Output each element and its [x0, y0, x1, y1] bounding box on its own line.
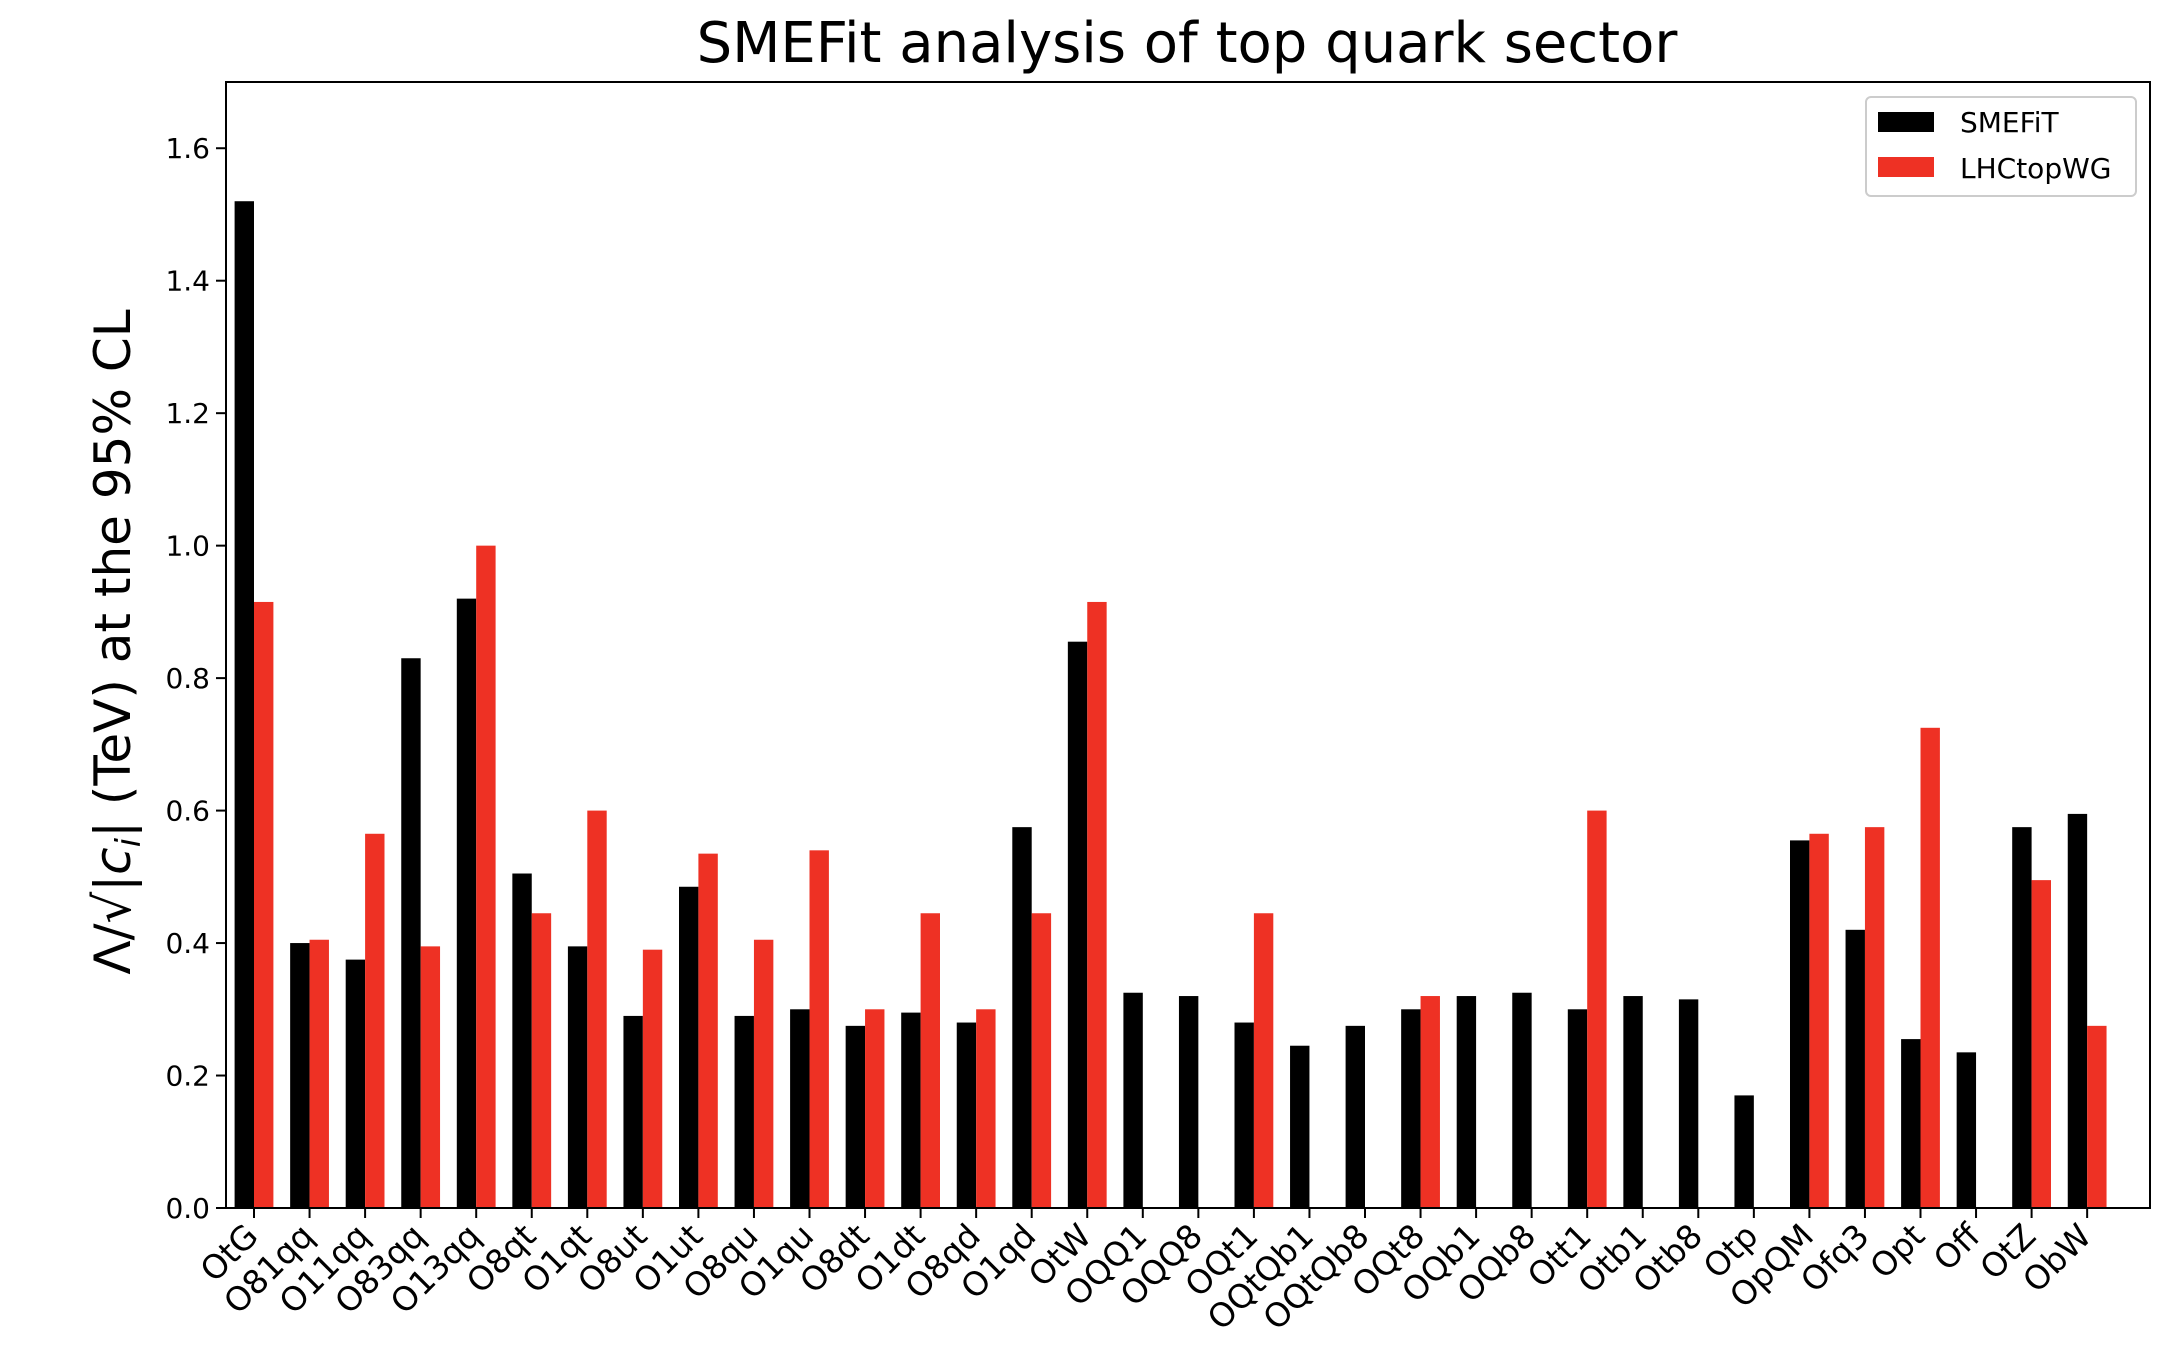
bar-lhctopwg-o8qu — [754, 940, 773, 1208]
bar-smefit-ott1 — [1568, 1009, 1587, 1208]
bar-smefit-o1qt — [568, 946, 587, 1208]
bar-smefit-oqtqb8 — [1346, 1026, 1365, 1208]
bar-smefit-o8dt — [846, 1026, 865, 1208]
bar-lhctopwg-o81qq — [310, 940, 329, 1208]
bar-lhctopwg-obw — [2087, 1026, 2106, 1208]
bar-lhctopwg-o1dt — [921, 913, 940, 1208]
bar-lhctopwg-otw — [1087, 602, 1106, 1208]
bar-lhctopwg-o1qt — [587, 811, 606, 1208]
legend-swatch-lhctopwg — [1878, 157, 1934, 177]
ylabel-suffix: (TeV) at the 95% CL — [84, 309, 142, 821]
bar-lhctopwg-ott1 — [1587, 811, 1606, 1208]
bar-smefit-obw — [2068, 814, 2087, 1208]
bar-smefit-oqtqb1 — [1290, 1046, 1309, 1208]
bar-smefit-otz — [2012, 827, 2031, 1208]
ylabel-prefix: Λ/√ — [84, 892, 142, 975]
bar-lhctopwg-o8dt — [865, 1009, 884, 1208]
y-axis-label: Λ/√|ci| (TeV) at the 95% CL — [84, 309, 149, 974]
bar-lhctopwg-ofq3 — [1865, 827, 1884, 1208]
bar-smefit-oqb8 — [1512, 993, 1531, 1208]
bar-lhctopwg-o1qd — [1032, 913, 1051, 1208]
bar-lhctopwg-oqt8 — [1421, 996, 1440, 1208]
legend-label-smefit: SMEFiT — [1960, 106, 2059, 139]
bar-lhctopwg-o1qu — [810, 850, 829, 1208]
y-tick-label: 0.0 — [165, 1192, 210, 1225]
bar-smefit-o8qd — [957, 1023, 976, 1208]
y-tick-label: 1.0 — [165, 530, 210, 563]
bar-smefit-ofq3 — [1846, 930, 1865, 1208]
bar-smefit-oqq8 — [1179, 996, 1198, 1208]
bar-smefit-otb1 — [1623, 996, 1642, 1208]
y-tick-label: 0.6 — [165, 795, 210, 828]
bar-lhctopwg-o13qq — [476, 546, 495, 1208]
bar-smefit-oqt1 — [1235, 1023, 1254, 1208]
bar-smefit-oqq1 — [1123, 993, 1142, 1208]
bar-smefit-o1ut — [679, 887, 698, 1208]
x-tick-label-opt: Opt — [1862, 1216, 1932, 1286]
plot-area: 0.00.20.40.60.81.01.21.41.6OtGO81qqO11qq… — [165, 132, 2106, 1337]
bar-lhctopwg-otg — [254, 602, 273, 1208]
legend-label-lhctopwg: LHCtopWG — [1960, 152, 2111, 185]
bar-lhctopwg-oqt1 — [1254, 913, 1273, 1208]
ylabel-close: | — [84, 821, 142, 838]
bar-lhctopwg-otz — [2032, 880, 2051, 1208]
bar-smefit-o83qq — [401, 658, 420, 1208]
bar-smefit-o8ut — [623, 1016, 642, 1208]
bar-lhctopwg-o8qd — [976, 1009, 995, 1208]
bar-smefit-o8qt — [512, 874, 531, 1208]
bar-lhctopwg-o1ut — [698, 854, 717, 1208]
bar-smefit-o13qq — [457, 599, 476, 1208]
svg-text:Λ/√|ci| (TeV) at the 95% CL: Λ/√|ci| (TeV) at the 95% CL — [84, 309, 149, 974]
y-tick-label: 0.4 — [165, 927, 210, 960]
bar-smefit-oqt8 — [1401, 1009, 1420, 1208]
bar-smefit-o8qu — [735, 1016, 754, 1208]
bar-smefit-off — [1957, 1052, 1976, 1208]
y-tick-label: 1.4 — [165, 265, 210, 298]
legend: SMEFiT LHCtopWG — [1866, 97, 2136, 196]
bar-smefit-oqb1 — [1457, 996, 1476, 1208]
y-tick-label: 1.2 — [165, 397, 210, 430]
legend-swatch-smefit — [1878, 112, 1934, 132]
y-tick-label: 0.8 — [165, 662, 210, 695]
bar-smefit-o81qq — [290, 943, 309, 1208]
bar-lhctopwg-opqm — [1809, 834, 1828, 1208]
bar-smefit-otg — [235, 201, 254, 1208]
bar-smefit-o1qd — [1012, 827, 1031, 1208]
x-tick-label-off: Off — [1926, 1215, 1989, 1278]
bar-lhctopwg-o8ut — [643, 950, 662, 1208]
bar-smefit-otw — [1068, 642, 1087, 1208]
bar-lhctopwg-o11qq — [365, 834, 384, 1208]
bar-smefit-o1dt — [901, 1013, 920, 1208]
bar-lhctopwg-opt — [1921, 728, 1940, 1208]
bar-smefit-opt — [1901, 1039, 1920, 1208]
bar-lhctopwg-o8qt — [532, 913, 551, 1208]
bar-smefit-o11qq — [346, 960, 365, 1208]
y-tick-label: 0.2 — [165, 1060, 210, 1093]
bar-smefit-otp — [1734, 1095, 1753, 1208]
y-tick-label: 1.6 — [165, 132, 210, 165]
chart-title: SMEFit analysis of top quark sector — [697, 11, 1679, 76]
bar-lhctopwg-o83qq — [421, 946, 440, 1208]
bar-smefit-otb8 — [1679, 999, 1698, 1208]
bar-smefit-o1qu — [790, 1009, 809, 1208]
ylabel-ci: |c — [84, 847, 142, 891]
bar-smefit-opqm — [1790, 840, 1809, 1208]
